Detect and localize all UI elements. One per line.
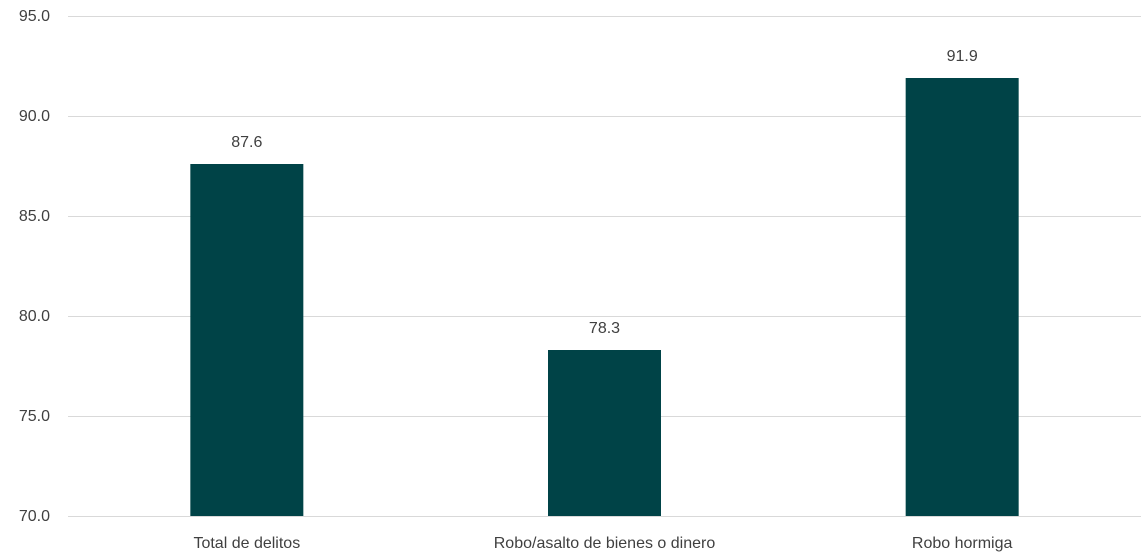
- data-labels: 87.6 78.3 91.9: [231, 48, 978, 337]
- data-label: 91.9: [947, 48, 978, 65]
- y-tick-label: 95.0: [19, 8, 50, 25]
- bar: [905, 78, 1019, 516]
- data-label: 78.3: [589, 320, 620, 337]
- bar: [190, 164, 304, 516]
- x-tick-label: Robo hormiga: [912, 535, 1013, 552]
- y-axis-tick-labels: 70.0 75.0 80.0 85.0 90.0 95.0: [19, 8, 50, 525]
- y-tick-label: 90.0: [19, 108, 50, 125]
- y-tick-label: 85.0: [19, 208, 50, 225]
- x-tick-label: Total de delitos: [193, 535, 300, 552]
- y-tick-label: 80.0: [19, 308, 50, 325]
- x-tick-label: Robo/asalto de bienes o dinero: [494, 535, 716, 552]
- bars: [190, 78, 1019, 516]
- data-label: 87.6: [231, 134, 262, 151]
- bar: [548, 350, 661, 516]
- y-tick-label: 75.0: [19, 408, 50, 425]
- x-axis-tick-labels: Total de delitos Robo/asalto de bienes o …: [193, 535, 1012, 552]
- y-tick-label: 70.0: [19, 508, 50, 525]
